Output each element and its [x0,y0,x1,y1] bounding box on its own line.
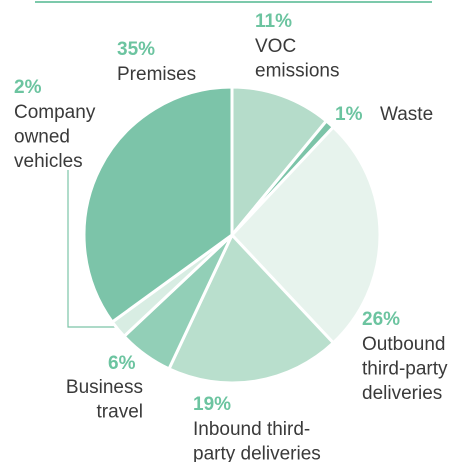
value-label: 1% [335,104,363,125]
pie-slice [167,233,335,385]
category-label: Company owned vehicles [14,102,96,172]
category-label: Business travel [66,377,143,423]
category-label: Outbound third-party deliveries [362,334,448,404]
value-label: 35% [117,39,155,60]
pie-slice [230,85,328,237]
value-label: 11% [255,11,292,32]
value-label: 2% [14,77,42,98]
value-label: 19% [193,394,231,415]
pie-slice [230,125,382,345]
value-label: 6% [108,353,136,374]
category-label: VOC emissions [255,36,339,82]
category-label: Premises [117,64,196,85]
leader-line [67,170,118,328]
category-label: Waste [380,104,433,125]
category-label: Inbound third-party deliveries [193,419,321,462]
value-label: 26% [362,309,400,330]
pie-slice [82,85,234,324]
